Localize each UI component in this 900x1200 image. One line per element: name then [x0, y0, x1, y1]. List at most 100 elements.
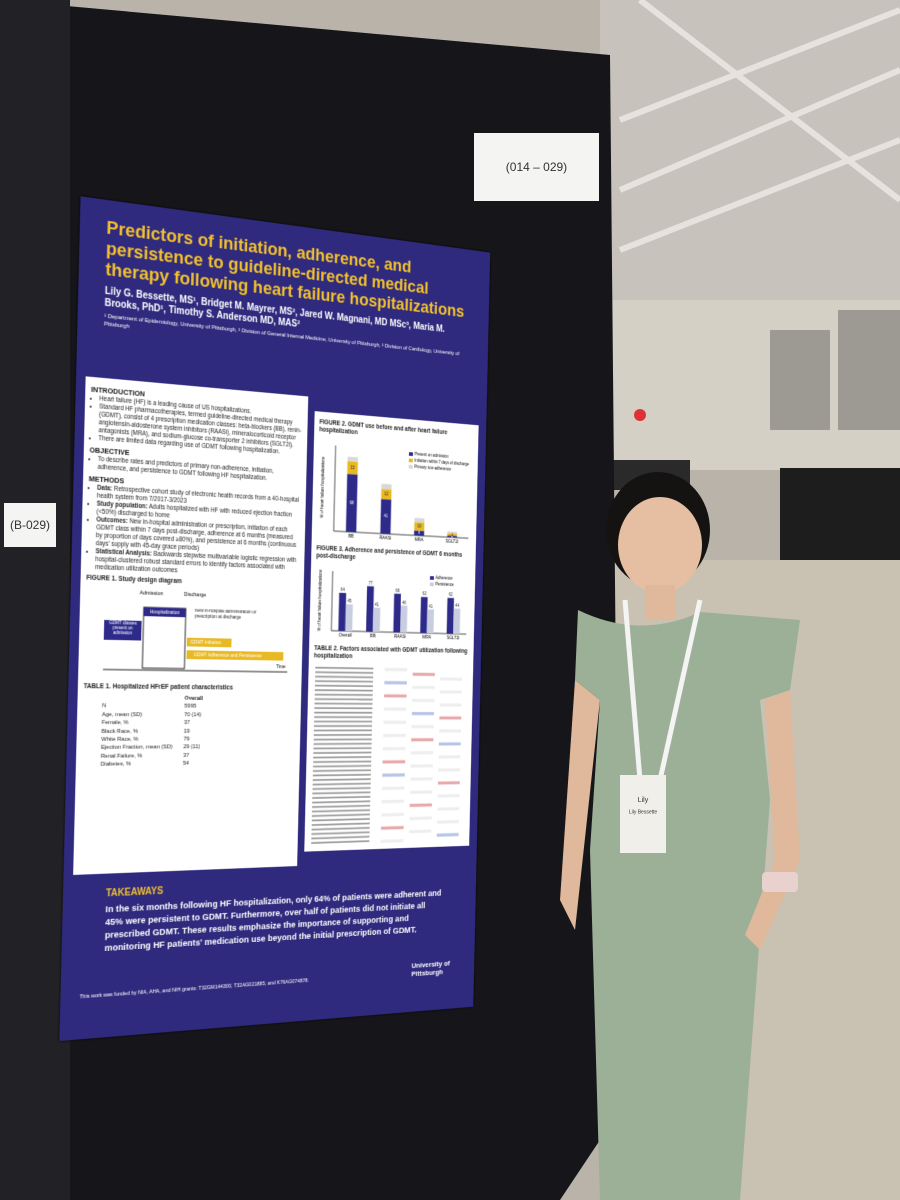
data-label: 62 [422, 592, 426, 597]
right-column: FIGURE 2. GDMT use before and after hear… [304, 411, 479, 852]
x-tick-label: BB [348, 534, 354, 540]
legend-label: Present on admission [415, 452, 449, 459]
table-2-cell [438, 755, 461, 759]
bar [366, 586, 374, 632]
data-label: 64 [341, 587, 346, 592]
diagram-label: New in-hospital administration or prescr… [194, 608, 257, 621]
table-2-row-line [312, 795, 371, 799]
left-column: INTRODUCTION Heart failure (HF) is a lea… [73, 376, 309, 875]
table-2-row-line [311, 818, 370, 822]
legend-swatch [429, 582, 434, 587]
data-label: 10 [417, 524, 422, 529]
table-2-row-line [314, 693, 373, 696]
table-2-cell [383, 707, 407, 711]
table-2-row-line [313, 729, 372, 732]
table-cell: 5995 [184, 703, 197, 710]
x-tick-label: MRA [422, 635, 431, 641]
table-2-cell [409, 790, 433, 794]
table-2-row-line [312, 773, 371, 777]
table-2-row-line [312, 769, 372, 772]
table-cell: 54 [182, 761, 190, 767]
y-axis-label: % of heart failure hospitalizations [320, 456, 326, 518]
board-edge [0, 0, 70, 1200]
bar [338, 592, 347, 632]
diagram-box [103, 619, 142, 641]
table-2-cell [384, 694, 407, 698]
table-2-row-line [313, 751, 372, 754]
table-cell: 29 (11) [183, 744, 201, 751]
diagram-label: GDMT classes present on admission [109, 620, 137, 636]
board-number-range: (014 – 029) [474, 133, 599, 201]
table-2-row-line [313, 742, 372, 745]
diagram-label: GDMT Adherence and Persistence [194, 653, 262, 660]
table-row: Age, mean (SD) 70 (14) [96, 711, 208, 719]
table-2-cell [409, 829, 432, 834]
table-2-cell [437, 781, 460, 785]
table-cell: 37 [183, 720, 191, 727]
table-2-cell [382, 747, 406, 751]
table-2-cell [438, 742, 461, 746]
table-2-cell [380, 825, 404, 830]
legend-label: Persistence [435, 582, 454, 587]
table-cell: N [102, 703, 107, 710]
bar [414, 517, 425, 523]
x-tick-label: SGLT2i [445, 539, 458, 545]
legend-label: Primary non-adherence [414, 464, 451, 471]
table-row: Diabetes, % 54 [95, 760, 207, 770]
table-cell: Ejection Fraction, mean (SD) [100, 744, 173, 752]
data-label: 41 [384, 514, 389, 519]
table-title: TABLE 1. Hospitalized HFrEF patient char… [83, 683, 234, 692]
bar [345, 604, 353, 632]
table-2-cell [439, 729, 461, 733]
table-2 [311, 666, 463, 844]
table-2-row-line [313, 738, 372, 741]
table-cell: 19 [183, 728, 190, 735]
table-2-row-line [314, 689, 373, 692]
data-label: 44 [455, 603, 459, 608]
table-title: TABLE 2. Factors associated with GDMT ut… [313, 645, 468, 660]
table-2-row-line [312, 787, 371, 790]
bar [347, 456, 359, 462]
x-tick-label: Overall [339, 633, 352, 639]
table-2-cell [439, 703, 462, 707]
table-2-cell [439, 716, 462, 720]
table-2-cell [439, 690, 462, 694]
table-2-row-line [311, 840, 370, 844]
university-logo: University of Pittsburgh [411, 959, 450, 979]
data-label: 12 [384, 491, 389, 496]
table-2-row-line [312, 778, 371, 781]
table-cell: 79 [183, 736, 190, 743]
axis [331, 571, 332, 631]
badge-full-name: Lily Bessette [629, 809, 658, 815]
bar [372, 607, 381, 632]
table-2-cell [438, 768, 461, 772]
data-label: 66 [396, 588, 401, 593]
legend-swatch [408, 458, 413, 463]
table-2-cell [436, 820, 459, 824]
data-label: 2 [451, 534, 453, 539]
figure-3-chart: % of heart failure hospitalizations Overa… [317, 569, 470, 641]
bar [453, 608, 461, 634]
data-label: 77 [369, 581, 374, 586]
window [770, 330, 830, 430]
diagram-label: Admission [140, 591, 163, 598]
table-2-cell [410, 764, 433, 768]
table-2-row-line [314, 702, 373, 705]
takeaways-text: In the six months following HF hospitali… [104, 888, 442, 955]
table-2-row-line [311, 826, 370, 831]
table-2-cell [380, 839, 404, 844]
table-2-row-line [311, 813, 370, 817]
table-2-cell [440, 677, 463, 681]
table-2-row-line [312, 800, 371, 804]
table-2-row-line [311, 831, 370, 835]
table-2-cell [381, 786, 405, 791]
table-2-cell [383, 720, 407, 724]
data-label: 3 [451, 532, 453, 537]
data-label: 15 [350, 465, 355, 470]
x-tick-label: RAASi [394, 634, 406, 640]
table-2-row-line [314, 684, 373, 688]
table-2-cell [382, 760, 406, 764]
table-2-cell [381, 812, 404, 817]
table-2-row-line [311, 835, 370, 840]
